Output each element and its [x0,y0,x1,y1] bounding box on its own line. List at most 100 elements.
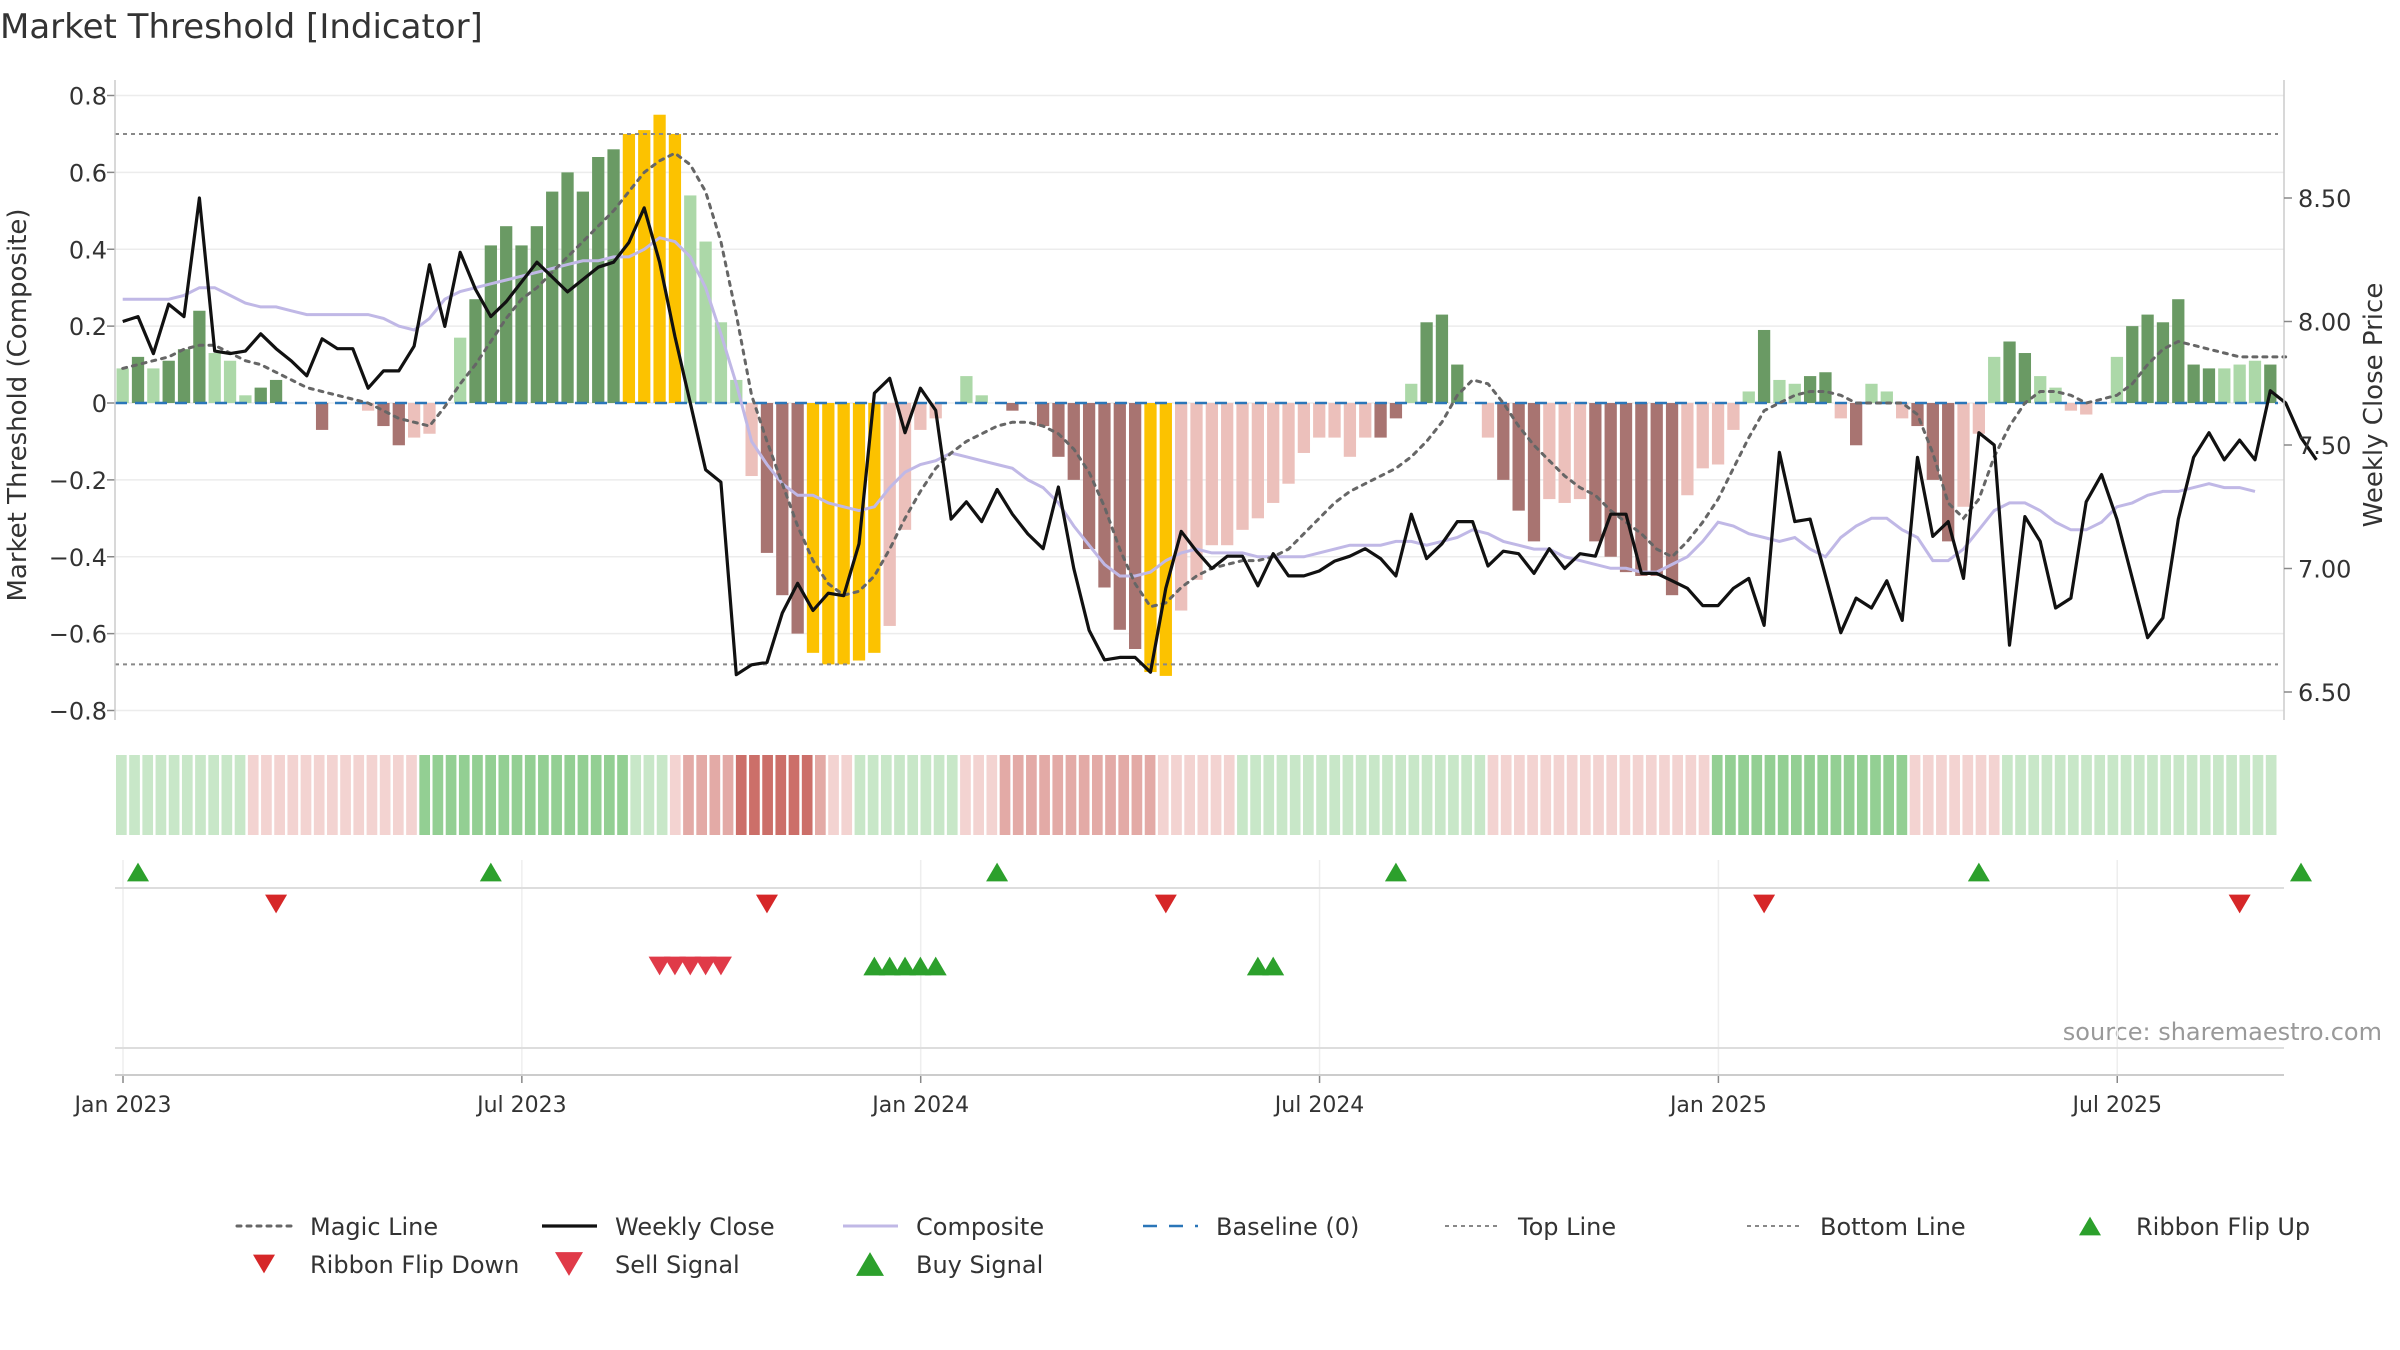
composite-bar [1819,372,1832,403]
ribbon-segment [1105,755,1116,835]
composite-bar [2018,353,2032,403]
ribbon-segment [1210,755,1222,835]
ribbon-segment [208,755,220,835]
composite-bar [2156,322,2170,403]
composite-bar [315,403,329,430]
composite-bar [1543,403,1556,500]
composite-bar [484,245,497,403]
ribbon-segment [973,755,984,835]
ribbon-segment [1553,755,1565,835]
left-tick-label: −0.6 [49,621,107,649]
ribbon-segment [788,755,800,835]
composite-bar [500,226,513,403]
ribbon-segment [1487,755,1499,835]
composite-bar [1711,403,1725,465]
composite-bar [1696,403,1709,469]
composite-bar [2080,403,2093,415]
composite-bar [837,403,850,665]
ribbon-segment [1698,755,1710,835]
ribbon-segment [946,755,958,835]
ribbon-segment [419,755,431,835]
source-note: source: sharemaestro.com [2063,1018,2382,1046]
composite-bar [147,368,160,403]
ribbon-segment [458,755,470,835]
composite-bar [576,191,590,403]
composite-bar [454,337,467,403]
right-tick-label: 7.00 [2298,556,2351,584]
ribbon-segment [643,755,655,835]
composite-bar [607,149,620,403]
ribbon-segment [155,755,167,835]
composite-bar [1865,383,1878,403]
ribbon-segment [247,755,259,835]
composite-bar [423,403,436,434]
composite-bar [1328,403,1341,438]
ribbon-segment [287,755,299,835]
composite-bar [1512,403,1525,511]
left-tick-label: 0 [92,390,107,418]
ribbon-segment [168,755,180,835]
composite-bar [1221,403,1234,546]
ribbon-segment [656,755,668,835]
ribbon-segment [195,755,206,835]
ribbon-segment [722,755,734,835]
ribbon-segment [221,755,233,835]
legend-label: Baseline (0) [1216,1213,1359,1241]
composite-bar [2248,360,2262,403]
ribbon-segment [2173,755,2185,835]
composite-bar [760,403,774,553]
axes: 0.8 0.6 0.4 0.2 0 −0.2 −0.4 −0.6 −0.8 8.50 8.00 7.5… [49,80,2351,1118]
ribbon-segment [1988,755,2000,835]
ribbon-segment [2213,755,2224,835]
composite-bar [898,403,912,530]
composite-bar [1604,403,1617,557]
right-tick-label: 7.50 [2298,432,2351,460]
buy-signal-marker [894,956,917,976]
composite-bar [1389,403,1403,419]
legend-label: Sell Signal [615,1251,740,1279]
ribbon-flip-up-marker [479,862,502,882]
composite-bar [254,387,267,403]
ribbon-segment [1909,755,1921,835]
composite-bar [592,157,605,403]
ribbon-segment [2067,755,2079,835]
ribbon-segment [366,755,378,835]
ribbon-segment [1949,755,1960,835]
ribbon-segment [129,755,140,835]
ribbon-segment [1065,755,1077,835]
composite-bar [1988,356,2001,403]
ribbon-flip-down-marker [1753,894,1776,914]
composite-line [122,236,2256,578]
ribbon-segment [1527,755,1538,835]
buy-signal-marker [863,956,886,976]
composite-bar [1972,403,1985,434]
composite-bar [515,245,528,403]
composite-bar [116,368,129,403]
composite-bar [1098,403,1111,588]
signal-markers [127,862,2313,976]
ribbon-segment [1368,755,1380,835]
composite-bar [1803,376,1817,403]
ribbon-segment [1870,755,1881,835]
composite-bar [2141,314,2154,403]
composite-bar [561,172,574,403]
ribbon-segment [1448,755,1459,835]
ribbon-segment [2120,755,2132,835]
line-series [115,132,2318,677]
composite-bar [914,403,927,430]
composite-bar [1006,403,1019,411]
ribbon-segment [1883,755,1895,835]
ribbon-segment [1922,755,1934,835]
ribbon-segment [2002,755,2013,835]
composite-bar [1481,403,1495,438]
ribbon-segment [1540,755,1552,835]
ribbon-flip-down-marker [265,894,288,914]
ribbon-segment [524,755,536,835]
ribbon-segment [603,755,615,835]
composite-bar [1650,403,1663,576]
ribbon-segment [1052,755,1064,835]
buy-signal-marker [1262,956,1285,976]
composite-bar [392,403,405,446]
ribbon-segment [1289,755,1301,835]
ribbon-segment [392,755,404,835]
